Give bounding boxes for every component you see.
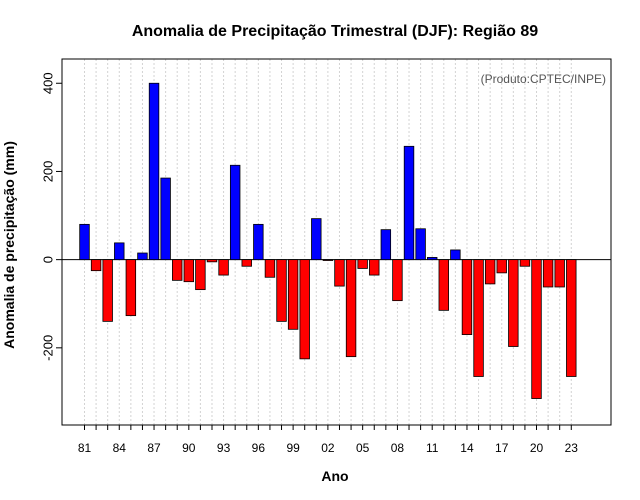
x-axis: 81 84 87 90 93 96 99 02 05 08 11 14 17 20 23 — [78, 425, 578, 455]
bar-1997 — [264, 259, 276, 278]
x-tick-label: 02 — [321, 441, 335, 455]
bar-2016 — [484, 259, 496, 285]
x-tick-label: 23 — [565, 441, 579, 455]
x-axis-title: Ano — [321, 468, 348, 484]
y-tick-label: 0 — [41, 256, 56, 263]
y-axis-title: Anomalia de precipitação (mm) — [1, 141, 17, 349]
bar-1990 — [183, 259, 195, 283]
bar-2002 — [322, 259, 334, 261]
bar-2020 — [531, 259, 542, 399]
bar-1995 — [241, 259, 252, 267]
bar-2007 — [380, 229, 392, 261]
bar-1998 — [276, 259, 287, 322]
bar-1989 — [172, 259, 183, 281]
bar-2006 — [369, 259, 380, 276]
bars — [79, 82, 577, 399]
x-tick-label: 17 — [495, 441, 509, 455]
bar-2011 — [426, 257, 438, 261]
bar-1984 — [114, 242, 125, 261]
bar-1999 — [287, 259, 299, 330]
bar-2000 — [299, 259, 310, 360]
bar-1983 — [102, 259, 113, 322]
x-tick-label: 84 — [113, 441, 127, 455]
y-axis: -200 0 200 400 — [41, 72, 62, 361]
bar-2008 — [392, 259, 403, 302]
bar-2014 — [461, 259, 473, 336]
y-tick-label: 200 — [41, 161, 56, 183]
bar-1991 — [195, 259, 206, 291]
chart-title: Anomalia de Precipitação Trimestral (DJF… — [132, 23, 538, 40]
bar-1996 — [253, 223, 264, 261]
x-tick-label: 99 — [286, 441, 300, 455]
x-tick-label: 87 — [147, 441, 161, 455]
x-tick-label: 11 — [426, 441, 439, 455]
bar-2003 — [334, 259, 345, 287]
bar-2012 — [438, 259, 449, 311]
x-tick-label: 93 — [217, 441, 231, 455]
bar-2015 — [473, 259, 484, 377]
x-tick-label: 96 — [252, 441, 266, 455]
x-tick-label: 90 — [182, 441, 196, 455]
bar-2004 — [345, 259, 357, 358]
vertical-gridlines — [84, 59, 572, 425]
bar-2010 — [415, 228, 426, 261]
x-tick-label: 14 — [460, 441, 474, 455]
x-tick-label: 08 — [391, 441, 405, 455]
source-note: (Produto:CPTEC/INPE) — [481, 72, 606, 86]
bar-1981 — [79, 223, 90, 261]
x-tick-label: 20 — [530, 441, 544, 455]
plot-frame — [61, 58, 612, 426]
bar-1994 — [229, 164, 241, 261]
bar-2021 — [542, 259, 554, 288]
y-tick-label: -200 — [41, 335, 56, 361]
bar-1985 — [125, 259, 137, 317]
bar-2018 — [508, 259, 519, 347]
bar-1993 — [218, 259, 229, 276]
bar-1987 — [148, 82, 160, 261]
bar-2022 — [554, 259, 565, 288]
bar-2005 — [357, 259, 368, 269]
bar-2001 — [311, 218, 322, 261]
bar-2009 — [403, 145, 415, 261]
x-tick-label: 05 — [356, 441, 370, 455]
bar-2013 — [450, 249, 461, 261]
bar-2023 — [566, 259, 577, 377]
bar-1988 — [160, 177, 171, 261]
bar-2019 — [519, 259, 531, 267]
bar-2017 — [496, 259, 507, 274]
bar-1982 — [90, 259, 102, 272]
bar-1986 — [137, 252, 148, 261]
bar-1992 — [206, 259, 218, 263]
x-tick-label: 81 — [78, 441, 92, 455]
y-tick-label: 400 — [41, 72, 56, 94]
